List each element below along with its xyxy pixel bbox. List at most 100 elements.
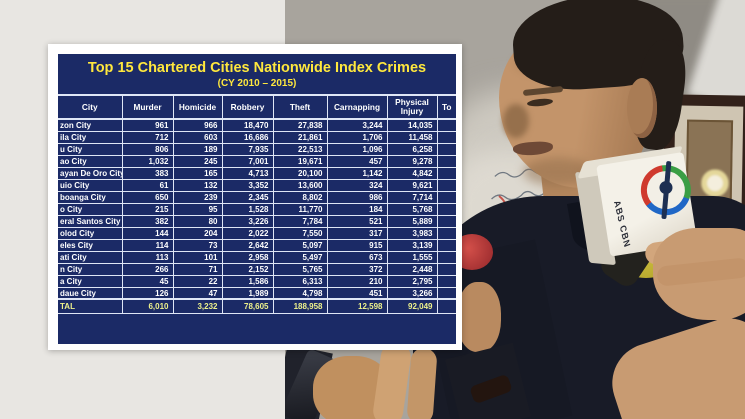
value-cell: [436, 202, 456, 216]
value-cell: [436, 166, 456, 180]
value-cell: [436, 214, 456, 228]
value-cell: 521: [326, 214, 388, 228]
value-cell: 20,100: [272, 166, 328, 180]
value-cell: 80: [172, 214, 223, 228]
value-cell: [436, 226, 456, 240]
value-cell: 61: [121, 178, 174, 192]
table-row: u City 806 189 7,935 22,513 1,096 6,258: [58, 142, 456, 156]
table-row: eles City 114 73 2,642 5,097 915 3,139: [58, 238, 456, 252]
column-header: Murder: [121, 94, 174, 121]
value-cell: [436, 118, 456, 132]
value-cell: 673: [326, 250, 388, 264]
value-cell: [436, 274, 456, 288]
table-row: zon City 961 966 18,470 27,838 3,244 14,035: [58, 118, 456, 132]
value-cell: 4,713: [221, 166, 274, 180]
value-cell: 457: [326, 154, 388, 168]
value-cell: 1,032: [121, 154, 174, 168]
value-cell: 5,768: [386, 202, 438, 216]
column-header: Robbery: [221, 94, 274, 121]
table-row: boanga City 650 239 2,345 8,802 986 7,714: [58, 190, 456, 204]
value-cell: [436, 178, 456, 192]
value-cell: 14,035: [386, 118, 438, 132]
value-cell: [436, 298, 456, 314]
table-row: ati City 113 101 2,958 5,497 673 1,555: [58, 250, 456, 264]
table-row: ila City 712 603 16,686 21,861 1,706 11,458: [58, 130, 456, 144]
value-cell: 7,935: [221, 142, 274, 156]
value-cell: 966: [172, 118, 223, 132]
city-cell: zon City: [58, 118, 123, 132]
value-cell: 210: [326, 274, 388, 288]
value-cell: 603: [172, 130, 223, 144]
value-cell: 4,842: [386, 166, 438, 180]
speaker-nose-shading: [503, 104, 529, 138]
value-cell: [436, 250, 456, 264]
table-row: n City 266 71 2,152 5,765 372 2,448: [58, 262, 456, 276]
value-cell: 22: [172, 274, 223, 288]
city-cell: daue City: [58, 286, 123, 300]
abs-cbn-logo-icon: [637, 160, 695, 220]
value-cell: 372: [326, 262, 388, 276]
value-cell: 188,958: [272, 298, 328, 314]
city-cell: u City: [58, 142, 123, 156]
value-cell: 47: [172, 286, 223, 300]
value-cell: 6,313: [272, 274, 328, 288]
reporter-hand-left: [457, 282, 501, 352]
value-cell: 383: [121, 166, 174, 180]
value-cell: 961: [121, 118, 174, 132]
value-cell: 204: [172, 226, 223, 240]
value-cell: 1,586: [221, 274, 274, 288]
value-cell: 11,458: [386, 130, 438, 144]
value-cell: 3,139: [386, 238, 438, 252]
value-cell: 712: [121, 130, 174, 144]
city-cell: eles City: [58, 238, 123, 252]
city-cell: ila City: [58, 130, 123, 144]
value-cell: 9,278: [386, 154, 438, 168]
value-cell: 95: [172, 202, 223, 216]
value-cell: 3,983: [386, 226, 438, 240]
value-cell: 1,142: [326, 166, 388, 180]
value-cell: 71: [172, 262, 223, 276]
value-cell: 16,686: [221, 130, 274, 144]
table-bottom-band: [58, 335, 456, 342]
value-cell: 18,470: [221, 118, 274, 132]
city-cell: ao City: [58, 154, 123, 168]
value-cell: 2,448: [386, 262, 438, 276]
value-cell: 7,550: [272, 226, 328, 240]
slide-title: Top 15 Chartered Cities Nationwide Index…: [87, 60, 427, 76]
table-row: ao City 1,032 245 7,001 19,671 457 9,278: [58, 154, 456, 168]
value-cell: 3,232: [172, 298, 223, 314]
value-cell: 915: [326, 238, 388, 252]
slide-subtitle: (CY 2010 – 2015): [217, 78, 297, 90]
value-cell: 7,001: [221, 154, 274, 168]
bottom-finger-2: [406, 347, 438, 419]
value-cell: 8,802: [272, 190, 328, 204]
value-cell: 126: [121, 286, 174, 300]
value-cell: 2,345: [221, 190, 274, 204]
value-cell: 2,022: [221, 226, 274, 240]
value-cell: 4,798: [272, 286, 328, 300]
value-cell: 78,605: [221, 298, 274, 314]
value-cell: 27,838: [272, 118, 328, 132]
value-cell: 215: [121, 202, 174, 216]
table-row: olod City 144 204 2,022 7,550 317 3,983: [58, 226, 456, 240]
value-cell: 266: [121, 262, 174, 276]
value-cell: 101: [172, 250, 223, 264]
value-cell: 3,244: [326, 118, 388, 132]
total-row: TAL 6,010 3,232 78,605 188,958 12,598 92,049: [58, 298, 456, 314]
city-cell: TAL: [58, 298, 123, 314]
city-cell: n City: [58, 262, 123, 276]
column-header: City: [58, 94, 123, 121]
value-cell: 12,598: [326, 298, 388, 314]
speaker-ear: [627, 78, 657, 138]
value-cell: [436, 286, 456, 300]
value-cell: 19,671: [272, 154, 328, 168]
table-row: eral Santos City 382 80 3,226 7,784 521 5,889: [58, 214, 456, 228]
value-cell: 184: [326, 202, 388, 216]
value-cell: [436, 142, 456, 156]
value-cell: 5,765: [272, 262, 328, 276]
value-cell: 5,097: [272, 238, 328, 252]
value-cell: 1,706: [326, 130, 388, 144]
value-cell: 650: [121, 190, 174, 204]
value-cell: 21,861: [272, 130, 328, 144]
